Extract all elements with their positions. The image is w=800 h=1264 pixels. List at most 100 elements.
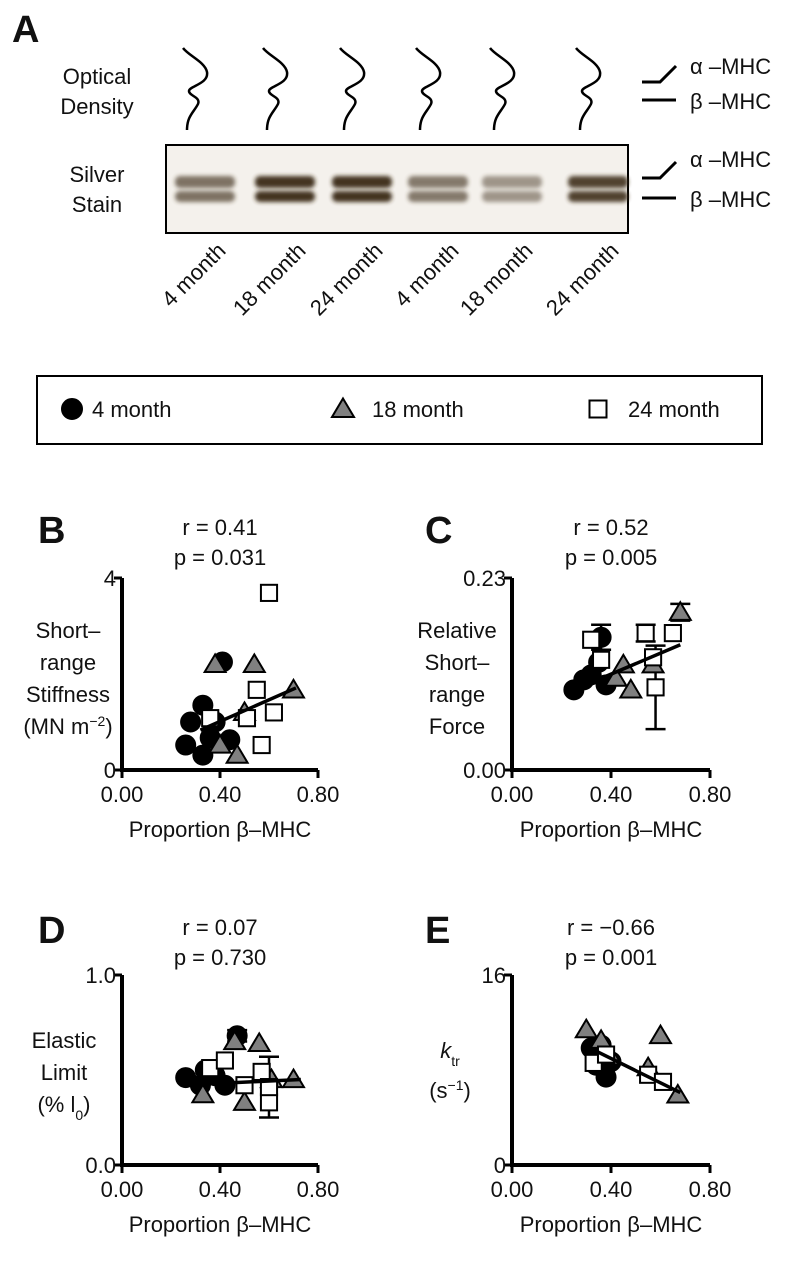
x-tick-label: 0.00 [491,1177,534,1202]
y-axis-label: Short– [36,618,102,643]
y-axis-label-part: ) [463,1078,470,1103]
point [222,1029,247,1051]
legend-label: 18 month [372,397,464,422]
point [259,583,279,602]
density-trace [575,47,602,131]
x-axis-label: Proportion β–MHC [520,1212,703,1237]
legend-marker [588,399,608,419]
point [603,666,629,687]
y-axis-label: (% l0) [37,1092,90,1123]
x-tick-label: 0.80 [297,782,340,807]
point [190,1082,216,1104]
point [232,1090,257,1111]
point [259,1093,279,1112]
y-axis-label: Limit [41,1060,87,1085]
y-axis-label-part: 0 [75,1107,83,1123]
y-axis-label-part: (s [429,1078,447,1103]
band-brackets [642,64,678,200]
legend-label: 24 month [628,397,720,422]
y-tick-label: 4 [104,566,116,591]
point [592,650,611,669]
point [663,624,682,643]
x-tick-label: 0.80 [689,1177,732,1202]
panel-label: C [425,510,452,552]
band-beta [408,191,468,202]
x-tick-label: 0.80 [689,782,732,807]
point [224,743,250,764]
band-beta [568,191,628,202]
y-axis-label-part: Elastic [32,1028,97,1053]
point [207,733,233,754]
annotation: p = 0.031 [174,545,266,570]
legend-marker [330,396,356,418]
point [247,680,266,699]
density-trace [339,47,366,131]
point [202,652,228,673]
annotation: p = 0.005 [565,545,657,570]
row-label: Stain [72,192,122,217]
y-axis-label-part: −2 [89,713,105,729]
panel-label: D [38,910,65,952]
y-axis-label-part: Short– [36,618,102,643]
y-axis-label-part: (% l [37,1092,75,1117]
panel-label: E [425,910,450,952]
point [246,1031,272,1052]
y-tick-label: 0 [104,758,116,783]
panel-label: B [38,510,65,552]
fit-line [180,1077,301,1087]
x-tick-label: 0.40 [590,782,633,807]
gel [165,144,629,234]
band-alpha [408,176,468,188]
y-axis-label: (MN m−2) [23,713,112,739]
y-tick-label: 16 [482,963,506,988]
band-label: α –MHC [690,147,771,172]
annotation: p = 0.001 [565,945,657,970]
point [264,703,283,722]
annotation: r = 0.41 [182,515,257,540]
x-axis-label: Proportion β–MHC [129,1212,312,1237]
y-axis-label-part: ) [83,1092,90,1117]
y-axis-label-part: range [429,682,485,707]
legend-marker [61,398,83,420]
point [252,735,271,755]
y-axis-label: ktr [440,1038,460,1069]
y-axis-label-part: Limit [41,1060,87,1085]
x-tick-label: 0.00 [101,1177,144,1202]
x-tick-label: 0.80 [297,1177,340,1202]
y-axis-label: Force [429,714,485,739]
point [259,1078,279,1097]
fit-line [199,686,297,732]
band-beta [255,191,315,202]
y-axis-label-part: Short– [425,650,491,675]
lane-label: 18 month [228,238,311,321]
point [252,1062,271,1081]
row-label: Density [60,94,133,119]
y-tick-label: 0.00 [463,758,506,783]
band-beta [482,191,542,202]
y-axis-label-part: (MN m [23,714,89,739]
point [235,1076,254,1095]
band-label: β –MHC [690,89,771,114]
x-tick-label: 0.40 [590,1177,633,1202]
annotation: r = 0.52 [573,515,648,540]
y-axis-label: Elastic [32,1028,97,1053]
y-axis-label: range [429,682,485,707]
legend-label: 4 month [92,397,172,422]
band-beta [175,191,235,202]
density-trace [489,47,516,131]
y-axis-label-part: k [440,1038,452,1063]
x-tick-label: 0.40 [199,782,242,807]
band-label: β –MHC [690,187,771,212]
fit-line [583,1043,682,1095]
band-label: α –MHC [690,54,771,79]
annotation: r = −0.66 [567,915,655,940]
lane-label: 24 month [541,238,624,321]
band-alpha [175,176,235,188]
band-alpha [332,176,392,188]
point [668,600,693,621]
y-tick-label: 0.23 [463,566,506,591]
y-axis-label: Stiffness [26,682,110,707]
annotation: r = 0.07 [182,915,257,940]
